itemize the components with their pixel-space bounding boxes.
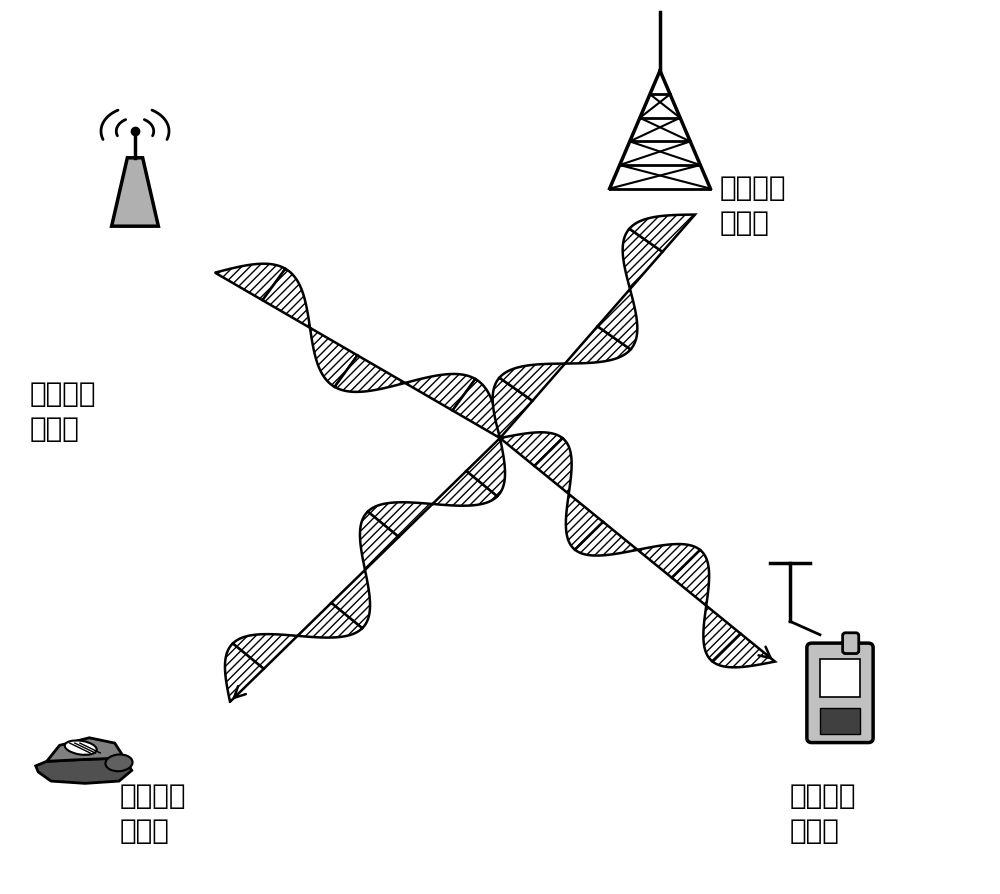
Polygon shape: [335, 356, 405, 392]
Polygon shape: [466, 438, 505, 496]
Polygon shape: [360, 511, 399, 570]
FancyBboxPatch shape: [807, 643, 873, 743]
Polygon shape: [629, 215, 695, 252]
Polygon shape: [500, 433, 563, 466]
Polygon shape: [499, 364, 565, 401]
Polygon shape: [225, 644, 264, 702]
Polygon shape: [566, 493, 603, 550]
Polygon shape: [233, 634, 298, 669]
Text: 认知用户
接收端: 认知用户 接收端: [790, 782, 856, 845]
Polygon shape: [310, 328, 358, 387]
Polygon shape: [452, 379, 500, 438]
Polygon shape: [672, 550, 709, 606]
Bar: [820, 660, 860, 697]
Polygon shape: [703, 606, 741, 662]
Text: 授权用户
接收端: 授权用户 接收端: [120, 782, 186, 845]
Polygon shape: [36, 758, 132, 783]
Ellipse shape: [65, 740, 97, 755]
Polygon shape: [112, 158, 158, 226]
Polygon shape: [368, 502, 432, 537]
Polygon shape: [534, 438, 572, 493]
Bar: [820, 708, 860, 734]
Polygon shape: [597, 289, 637, 350]
Polygon shape: [638, 544, 700, 578]
Polygon shape: [623, 229, 662, 289]
Polygon shape: [298, 603, 362, 637]
Ellipse shape: [105, 755, 133, 772]
Polygon shape: [405, 374, 475, 410]
Polygon shape: [712, 634, 775, 667]
Polygon shape: [47, 738, 128, 763]
Polygon shape: [215, 264, 285, 300]
Polygon shape: [262, 269, 310, 328]
FancyBboxPatch shape: [843, 633, 859, 654]
Polygon shape: [565, 326, 631, 364]
Polygon shape: [331, 570, 370, 628]
Polygon shape: [575, 522, 638, 555]
Text: 认知用户
发射端: 认知用户 发射端: [30, 380, 96, 443]
Polygon shape: [432, 471, 497, 506]
Text: 授权用户
发射端: 授权用户 发射端: [720, 174, 786, 237]
Polygon shape: [493, 378, 532, 438]
